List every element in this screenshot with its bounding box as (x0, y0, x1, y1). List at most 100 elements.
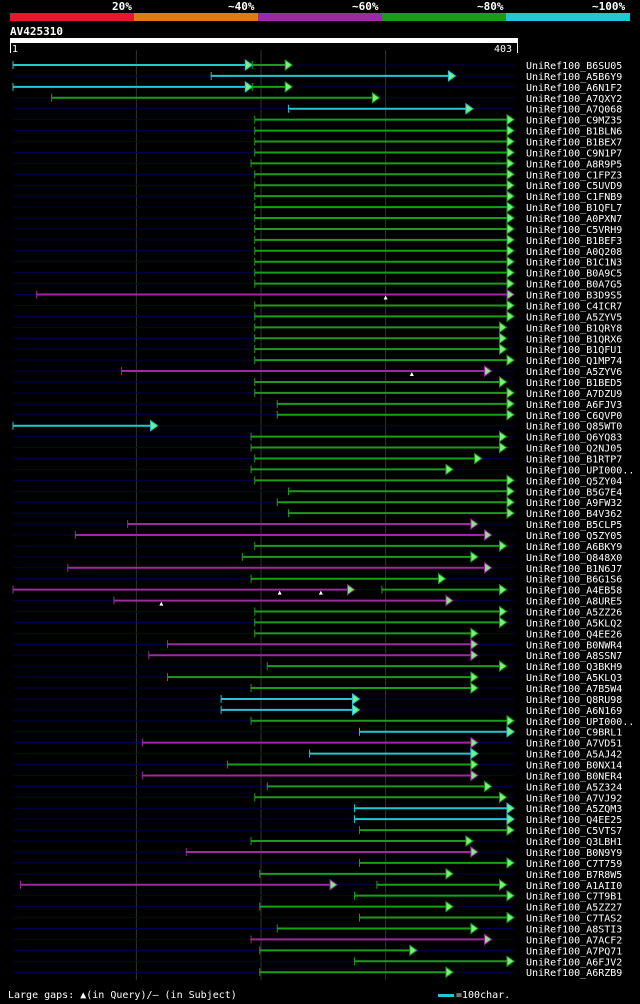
hit-end-arrow (506, 288, 515, 301)
hit-label: UniRef100_B0A7G5 (526, 280, 622, 291)
legend-label-40: ~40% (228, 0, 255, 13)
hit-label: UniRef100_A5Z324 (526, 782, 622, 793)
hit-label: UniRef100_A6FJV2 (526, 957, 622, 968)
hit-end-arrow (244, 80, 254, 93)
hit-label: UniRef100_A6FJV3 (526, 400, 622, 411)
hit-end-arrow (329, 878, 338, 891)
hit-end-arrow (470, 747, 479, 760)
hit-end-arrow-extension (499, 878, 508, 891)
hit-end-arrow (506, 255, 515, 268)
hit-label: UniRef100_B0NWR4 (526, 640, 622, 651)
hit-label: UniRef100_Q4EE25 (526, 815, 622, 826)
hit-end-arrow (346, 583, 356, 596)
legend-swatch-100 (506, 13, 630, 21)
hit-end-arrow (506, 474, 515, 487)
hit-label: UniRef100_C4ICR7 (526, 301, 622, 312)
hit-label: UniRef100_UPI000.. (526, 465, 634, 476)
hit-end-arrow (484, 561, 493, 574)
hit-label: UniRef100_A1AII0 (526, 881, 622, 892)
hit-label: UniRef100_A5ZYV6 (526, 367, 622, 378)
hit-end-arrow (506, 397, 515, 410)
hit-end-arrow (484, 529, 493, 541)
hit-label: UniRef100_A7QXY2 (526, 94, 622, 105)
hit-end-arrow (506, 190, 515, 203)
hit-end-arrow (465, 102, 474, 115)
hit-label: UniRef100_Q3BKH9 (526, 662, 622, 673)
hit-label: UniRef100_A5KLQ2 (526, 618, 622, 629)
hit-end-arrow (506, 266, 515, 279)
legend-label-60: ~60% (352, 0, 379, 13)
scale-swatch (438, 993, 454, 997)
hit-end-arrow (506, 233, 515, 246)
hit-end-arrow (150, 419, 159, 432)
hit-label: UniRef100_A8URE5 (526, 597, 622, 608)
hit-end-arrow (506, 310, 515, 323)
legend-swatch-60 (258, 13, 382, 21)
hit-label: UniRef100_B0N9Y9 (526, 848, 622, 859)
hit-label: UniRef100_B1C1N3 (526, 258, 622, 269)
hit-end-arrow (445, 900, 454, 913)
hit-label: UniRef100_Q848X0 (526, 553, 622, 564)
legend-swatch-40 (134, 13, 258, 21)
hit-end-arrow (445, 867, 454, 880)
hit-end-arrow (499, 375, 508, 388)
hit-label: UniRef100_B1N6J7 (526, 564, 622, 575)
hit-label: UniRef100_A0PXN7 (526, 214, 622, 225)
hit-end-arrow (506, 244, 515, 257)
hit-label: UniRef100_B1BED5 (526, 378, 622, 389)
hit-end-arrow (470, 845, 479, 858)
query-start: 1 (12, 44, 19, 55)
hit-label: UniRef100_B6G1S6 (526, 575, 622, 586)
hit-end-arrow (499, 539, 508, 552)
hit-end-arrow (484, 933, 493, 946)
hit-end-arrow (465, 835, 474, 848)
query-end: 403 (494, 44, 513, 55)
hit-label: UniRef100_A5ZZ27 (526, 903, 622, 914)
hit-label: UniRef100_A7Q068 (526, 105, 622, 116)
hit-label: UniRef100_A6RZB9 (526, 968, 622, 979)
hit-end-arrow (351, 703, 361, 716)
hit-label: UniRef100_B1BEX7 (526, 138, 622, 149)
hit-end-arrow (445, 594, 454, 607)
hit-label: UniRef100_A5ZZ26 (526, 608, 622, 619)
hit-end-arrow (506, 714, 515, 727)
hit-end-arrow (506, 802, 515, 815)
hit-end-arrow (499, 616, 508, 629)
hit-end-arrow (506, 889, 515, 902)
hit-label: UniRef100_Q85WT0 (526, 422, 622, 433)
hit-label: UniRef100_B1QRX6 (526, 334, 622, 345)
hit-label: UniRef100_Q8RU98 (526, 695, 622, 706)
hit-end-arrow (499, 332, 508, 345)
hit-label: UniRef100_A7ACF2 (526, 935, 622, 946)
hit-end-arrow (470, 671, 479, 684)
hit-end-arrow (474, 452, 483, 465)
hit-end-arrow-extension (499, 583, 508, 596)
hit-label: UniRef100_A5AJ42 (526, 750, 622, 761)
hit-end-arrow (506, 135, 515, 148)
hit-end-arrow (506, 955, 515, 968)
hit-label: UniRef100_A5ZQM3 (526, 804, 622, 815)
hit-label: UniRef100_A0Q208 (526, 247, 622, 258)
hit-end-arrow (470, 922, 479, 935)
hit-end-arrow (351, 692, 361, 705)
legend-label-100: ~100% (592, 0, 626, 13)
hit-end-arrow (499, 343, 508, 356)
hit-end-arrow (506, 507, 515, 520)
hit-end-arrow (506, 212, 515, 224)
hit-label: UniRef100_C1FPZ3 (526, 170, 622, 181)
hit-label: UniRef100_B4V362 (526, 509, 622, 520)
hit-end-arrow (409, 944, 418, 957)
hit-label: UniRef100_B1RTP7 (526, 454, 622, 465)
hit-label: UniRef100_Q6YQ83 (526, 433, 622, 444)
hit-end-arrow (445, 966, 454, 979)
hit-label: UniRef100_Q5ZY05 (526, 531, 622, 542)
hit-label: UniRef100_A5B6Y9 (526, 72, 622, 83)
hit-end-arrow (244, 59, 254, 71)
hit-end-arrow (506, 408, 515, 421)
hit-label: UniRef100_C9MZ35 (526, 116, 622, 127)
hit-label: UniRef100_A7DZU9 (526, 389, 622, 400)
hit-label: UniRef100_B7R8W5 (526, 870, 622, 881)
hit-label: UniRef100_C9N1P7 (526, 148, 622, 159)
hit-end-arrow (506, 168, 515, 181)
